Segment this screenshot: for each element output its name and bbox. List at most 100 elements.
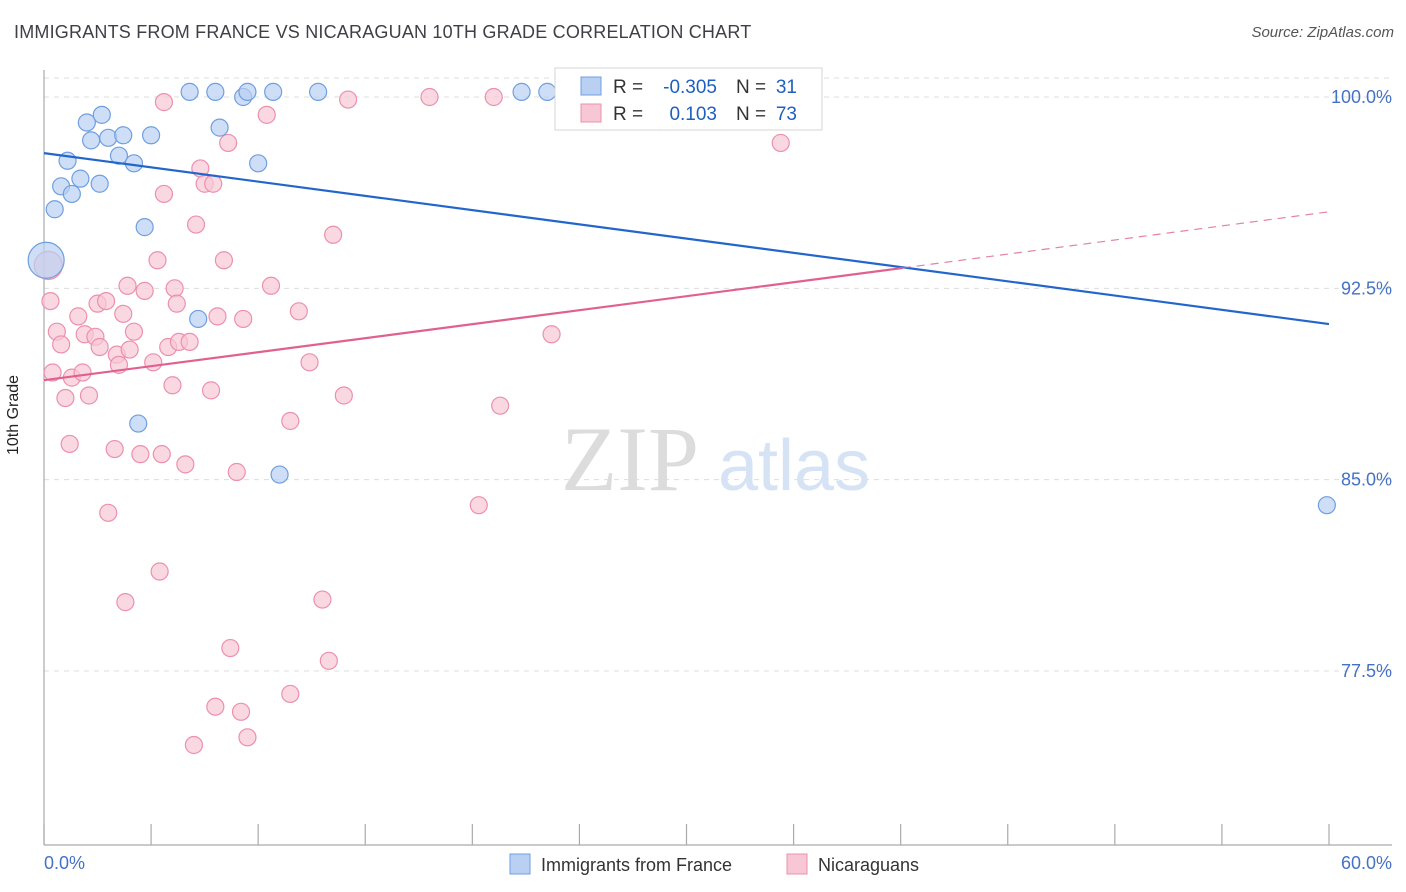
nicaraguans-point-61	[238, 728, 257, 747]
nicaraguans-point-26	[148, 251, 167, 270]
nicaraguans-point-67	[484, 87, 503, 107]
stats-n-label-france: N =	[736, 77, 766, 98]
nicaraguans-point-66	[420, 87, 439, 107]
nicaraguans-point-6	[60, 434, 79, 454]
france-point-8	[90, 174, 109, 193]
stats-r-value-france: -0.305	[663, 77, 717, 98]
nicaraguans-point-43	[219, 133, 238, 153]
stats-r-value-nicaraguans: 0.103	[669, 104, 717, 125]
nicaraguans-point-59	[221, 638, 240, 658]
france-point-21	[249, 154, 268, 173]
stats-n-label-nicaraguans: N =	[736, 104, 766, 125]
nicaraguans-trend-extension	[902, 211, 1330, 269]
nicaraguans-point-51	[313, 590, 332, 609]
nicaraguans-point-64	[281, 684, 300, 704]
gridlines	[44, 77, 1392, 672]
nicaraguans-point-27	[150, 562, 169, 581]
stats-r-label-nicaraguans: R =	[613, 104, 643, 125]
x-tick-label-max: 60.0%	[1341, 853, 1392, 873]
nicaraguans-point-40	[204, 174, 223, 193]
y-tick-label-1: 92.5%	[1341, 278, 1392, 298]
watermark-zip: ZIP	[561, 408, 699, 510]
stats-swatch-france	[580, 76, 602, 96]
france-point-1	[45, 200, 64, 219]
nicaraguans-point-34	[176, 455, 195, 474]
legend-label-nicaraguans: Nicaraguans	[818, 855, 919, 875]
nicaraguans-point-47	[261, 276, 281, 295]
nicaraguans-point-23	[131, 445, 150, 464]
france-point-14	[135, 218, 154, 237]
france-point-23	[309, 82, 328, 101]
france-point-5	[71, 169, 90, 188]
nicaraguans-point-32	[167, 294, 186, 313]
nicaraguans-point-1	[41, 291, 60, 311]
y-tick-label-0: 100.0%	[1331, 87, 1392, 107]
nicaraguans-point-70	[542, 325, 561, 344]
france-point-20	[238, 82, 257, 101]
y-tick-label-2: 85.0%	[1341, 470, 1392, 490]
y-tick-label-3: 77.5%	[1341, 661, 1392, 681]
x-tick-marks	[43, 824, 1330, 845]
france-point-10	[99, 128, 118, 147]
france-trend-line	[43, 152, 1330, 326]
nicaraguans-point-28	[154, 93, 174, 112]
nicaraguans-point-54	[334, 386, 353, 405]
france-point-24	[512, 82, 531, 101]
legend: Immigrants from France Nicaraguans	[509, 853, 919, 875]
france-point-30	[1317, 496, 1336, 515]
nicaraguans-point-14	[90, 337, 109, 357]
nicaraguans-point-11	[79, 386, 99, 405]
nicaraguans-point-8	[69, 307, 88, 326]
stats-n-value-france: 31	[776, 77, 797, 98]
stats-box: R = -0.305 N = 31 R = 0.103 N = 73	[554, 67, 823, 131]
nicaraguans-point-55	[99, 503, 118, 522]
france-point-29	[270, 465, 289, 484]
nicaraguans-point-46	[257, 105, 276, 124]
france-point-15	[141, 126, 161, 145]
legend-item-nicaraguans[interactable]: Nicaraguans	[786, 853, 919, 875]
stats-swatch-nicaraguans	[580, 103, 602, 123]
nicaraguans-point-30	[163, 376, 182, 395]
france-point-16	[180, 82, 199, 101]
chart-title: IMMIGRANTS FROM FRANCE VS NICARAGUAN 10T…	[14, 22, 752, 42]
nicaraguans-point-50	[300, 353, 319, 372]
nicaraguans-point-21	[120, 340, 139, 359]
nicaraguans-point-31	[165, 279, 184, 298]
nicaraguans-point-25	[144, 353, 163, 372]
nicaraguans-point-2	[43, 363, 62, 382]
nicaraguans-point-15	[97, 291, 116, 311]
nicaraguans-point-41	[208, 307, 227, 326]
nicaraguans-point-36	[186, 215, 206, 234]
france-point-17	[206, 82, 225, 101]
stats-n-value-nicaraguans: 73	[776, 104, 797, 125]
france-point-27	[189, 309, 208, 329]
x-tick-label-min: 0.0%	[44, 853, 85, 873]
nicaraguans-point-45	[234, 309, 253, 329]
nicaraguans-point-48	[281, 411, 300, 431]
nicaraguans-trend-line	[43, 266, 903, 382]
watermark-atlas: atlas	[718, 426, 870, 506]
chart-source: Source: ZipAtlas.com	[1251, 24, 1394, 41]
nicaraguans-point-5	[56, 388, 75, 408]
nicaraguans-point-68	[469, 496, 488, 515]
legend-item-france[interactable]: Immigrants from France	[509, 853, 732, 875]
nicaraguans-point-71	[771, 133, 790, 153]
france-point-6	[77, 113, 96, 132]
nicaraguans-point-9	[73, 363, 92, 382]
axes	[43, 70, 1392, 846]
nicaraguans-point-19	[114, 304, 133, 323]
france-point-25	[538, 82, 557, 101]
france-point-12	[114, 126, 133, 145]
nicaraguans-point-22	[124, 322, 144, 341]
france-point-4	[62, 184, 81, 204]
nicaraguans-point-65	[339, 90, 358, 109]
nicaraguans-point-44	[227, 462, 246, 482]
nicaraguans-point-53	[324, 225, 343, 244]
france-point-28	[129, 414, 148, 433]
nicaraguans-point-39	[201, 381, 221, 400]
nicaraguans-point-52	[319, 651, 338, 670]
stats-r-label-france: R =	[613, 77, 643, 98]
data-points	[27, 82, 1336, 755]
nicaraguans-point-57	[152, 445, 171, 464]
